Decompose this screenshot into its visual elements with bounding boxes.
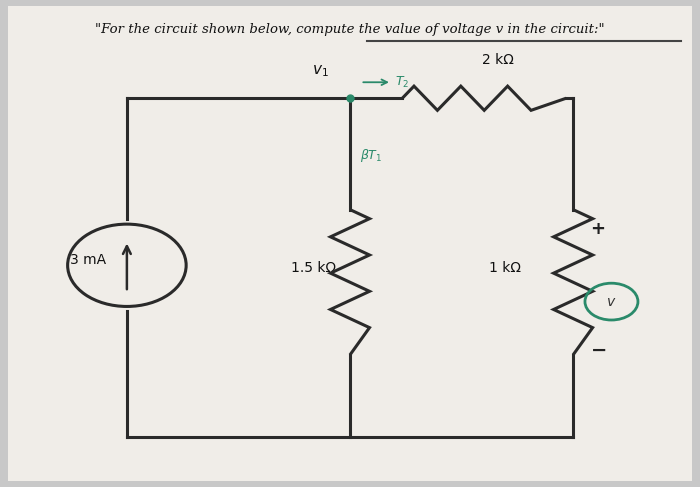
Text: $v_1$: $v_1$	[312, 63, 329, 79]
Text: 3 mA: 3 mA	[70, 253, 106, 267]
Text: $\beta T_1$: $\beta T_1$	[360, 147, 383, 164]
Text: 1 kΩ: 1 kΩ	[489, 261, 522, 275]
Text: v: v	[608, 295, 615, 309]
Text: −: −	[591, 340, 607, 359]
Text: 2 kΩ: 2 kΩ	[482, 53, 514, 67]
Text: +: +	[591, 220, 606, 238]
FancyBboxPatch shape	[8, 6, 692, 481]
Text: $T_2$: $T_2$	[395, 75, 409, 90]
Text: "For the circuit shown below, compute the value of voltage v in the circuit:": "For the circuit shown below, compute th…	[95, 23, 605, 36]
Text: 1.5 kΩ: 1.5 kΩ	[291, 261, 336, 275]
